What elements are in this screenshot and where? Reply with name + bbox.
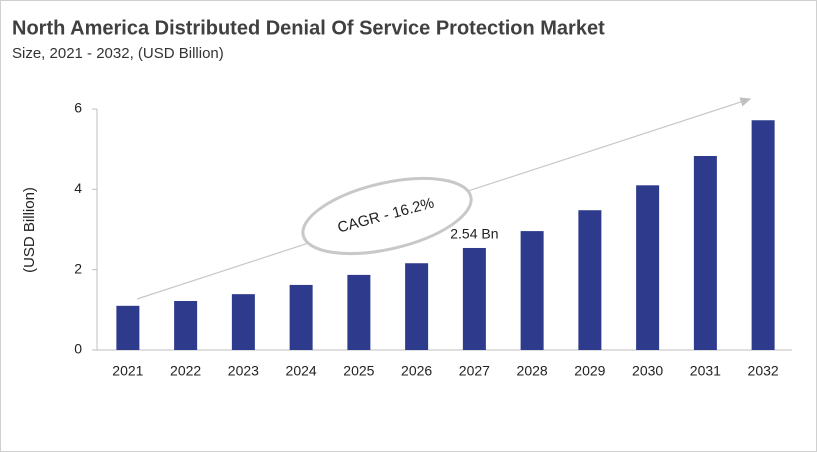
- bar: [231, 294, 255, 350]
- x-tick-label: 2029: [574, 363, 605, 379]
- bar: [578, 210, 602, 350]
- bar: [636, 185, 660, 350]
- y-tick-label: 6: [74, 100, 82, 116]
- bar: [174, 300, 198, 350]
- bar: [347, 274, 371, 350]
- y-axis-label: (USD Billion): [21, 187, 38, 273]
- bar: [751, 120, 775, 350]
- x-tick-label: 2026: [401, 363, 432, 379]
- x-tick-label: 2023: [228, 363, 259, 379]
- x-tick-label: 2022: [170, 363, 201, 379]
- x-tick-label: 2030: [632, 363, 663, 379]
- chart-subtitle: Size, 2021 - 2032, (USD Billion): [12, 45, 224, 62]
- bar: [520, 231, 544, 350]
- y-tick-label: 0: [74, 341, 82, 357]
- x-tick-label: 2024: [286, 363, 317, 379]
- bar: [693, 155, 717, 350]
- data-label: 2.54 Bn: [450, 226, 498, 242]
- bar: [289, 284, 313, 350]
- x-tick-label: 2025: [343, 363, 374, 379]
- x-tick-label: 2027: [459, 363, 490, 379]
- y-tick-label: 2: [74, 260, 82, 276]
- x-tick-label: 2032: [748, 363, 779, 379]
- bar: [405, 263, 429, 350]
- bar: [116, 305, 140, 350]
- bar: [462, 247, 486, 350]
- x-tick-label: 2021: [112, 363, 143, 379]
- x-tick-label: 2028: [517, 363, 548, 379]
- chart-title: North America Distributed Denial Of Serv…: [12, 17, 605, 39]
- y-tick-label: 4: [74, 180, 82, 196]
- x-tick-label: 2031: [690, 363, 721, 379]
- cagr-ellipse: [301, 176, 473, 256]
